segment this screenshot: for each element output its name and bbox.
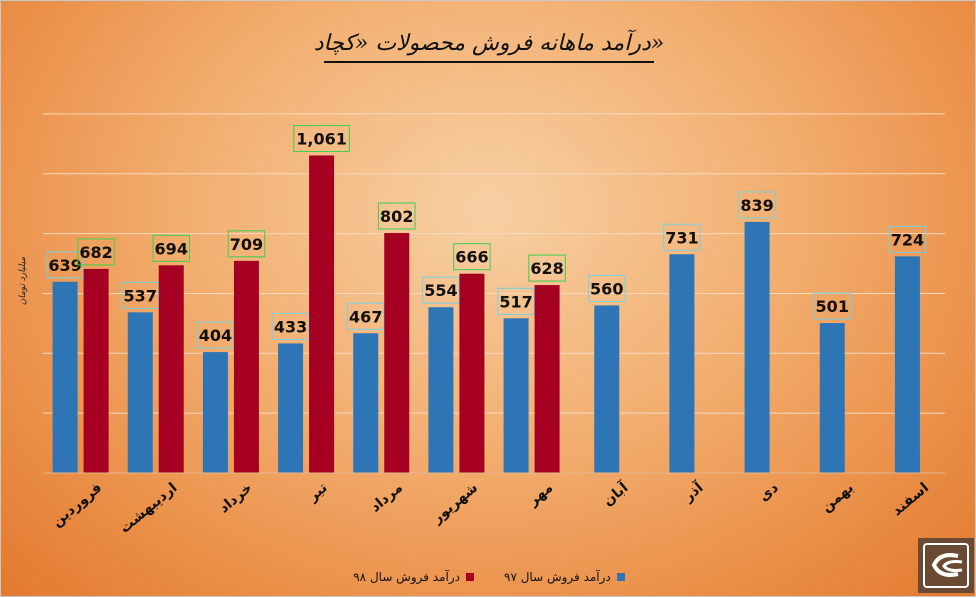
x-tick-label: آذر: [679, 478, 708, 506]
legend-item-97: درآمد فروش سال ۹۷: [504, 570, 625, 584]
bar-98-5: [459, 273, 485, 473]
data-label-box: [152, 234, 190, 262]
brand-logo: [918, 538, 974, 593]
bar-98-2: [233, 260, 259, 473]
legend-label-98: درآمد فروش سال ۹۸: [353, 570, 460, 584]
data-label: 639: [48, 256, 81, 275]
data-label: 560: [590, 279, 623, 298]
data-label: 709: [230, 235, 263, 254]
x-tick-label: مرداد: [368, 480, 406, 516]
title-underline: [324, 61, 654, 63]
bar-97-1: [127, 312, 153, 473]
bar-98-3: [309, 155, 335, 473]
data-label-box: [497, 287, 535, 315]
data-label-box: [738, 191, 776, 219]
data-label-box: [813, 292, 851, 320]
bar-97-9: [744, 221, 770, 473]
data-label: 731: [665, 228, 698, 247]
legend-swatch-97: [616, 573, 625, 581]
x-tick-label: اسفند: [889, 480, 932, 520]
data-label-box: [271, 312, 310, 340]
data-label-box: [121, 281, 159, 309]
x-tick-label: دی: [756, 480, 782, 505]
data-label: 517: [499, 292, 532, 311]
bar-97-7: [594, 305, 620, 473]
bar-97-4: [353, 333, 379, 473]
bar-97-2: [202, 352, 228, 473]
data-label-box: [378, 202, 416, 230]
data-label-box: [663, 223, 701, 251]
data-label: 404: [199, 326, 232, 345]
data-label: 1,061: [296, 130, 347, 149]
bar-97-8: [669, 254, 695, 473]
data-label-box: [196, 321, 235, 349]
data-label: 694: [155, 239, 188, 258]
legend: درآمد فروش سال ۹۷ درآمد فروش سال ۹۸: [1, 570, 976, 584]
data-label: 682: [79, 243, 112, 262]
legend-item-98: درآمد فروش سال ۹۸: [353, 570, 474, 584]
x-tick-label: اردیبهشت: [117, 480, 180, 537]
x-tick-label: تیر: [305, 480, 331, 506]
data-label: 724: [891, 230, 924, 249]
data-label: 433: [274, 317, 307, 336]
data-label-box: [888, 225, 927, 253]
data-label: 501: [816, 297, 849, 316]
data-label-box: [77, 238, 115, 266]
bar-98-4: [384, 233, 410, 473]
x-tick-label: شهریور: [429, 480, 481, 527]
x-tick-label: مهر: [525, 480, 556, 510]
bar-97-0: [52, 281, 78, 473]
data-label: 802: [380, 207, 413, 226]
bar-97-3: [278, 343, 304, 473]
data-label-box: [293, 125, 350, 153]
bar-97-5: [428, 307, 454, 473]
data-label-box: [347, 302, 385, 330]
x-tick-label: خرداد: [216, 480, 255, 517]
data-label-box: [528, 254, 566, 282]
data-label: 666: [455, 248, 488, 267]
x-tick-label: بهمن: [819, 480, 857, 516]
bar-98-0: [83, 268, 109, 473]
x-tick-label: فروردین: [49, 480, 105, 531]
legend-label-97: درآمد فروش سال ۹۷: [504, 570, 611, 584]
data-label: 554: [424, 281, 457, 300]
data-label: 839: [740, 196, 773, 215]
data-label: 537: [124, 286, 157, 305]
bar-97-6: [503, 318, 529, 473]
data-label: 628: [530, 259, 563, 278]
data-label-box: [227, 230, 266, 258]
data-label: 467: [349, 307, 382, 326]
data-label-box: [422, 276, 460, 304]
data-label-box: [588, 274, 626, 302]
chart-title: درآمد ماهانه فروش محصولات «کچاد»: [313, 31, 665, 56]
bar-97-10: [819, 323, 845, 473]
bar-98-6: [534, 285, 560, 473]
data-label-box: [453, 243, 491, 271]
bar-97-11: [894, 256, 920, 473]
legend-swatch-98: [466, 573, 474, 581]
bar-98-1: [158, 265, 184, 473]
x-tick-label: آبان: [599, 478, 632, 510]
